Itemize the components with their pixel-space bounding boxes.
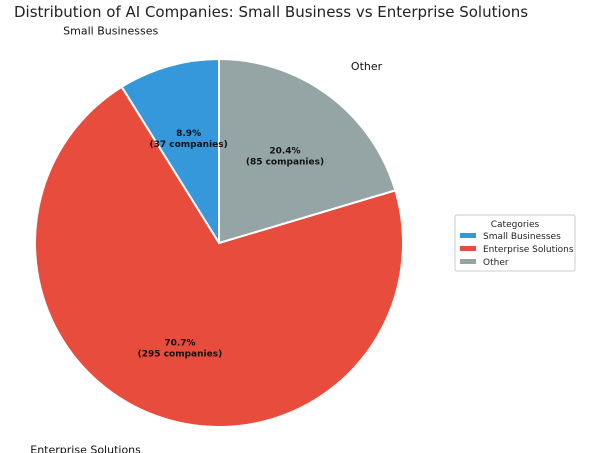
legend: Categories Small Businesses Enterprise So… — [454, 214, 576, 272]
pie-wedges — [34, 57, 404, 428]
slice-count-other: (85 companies) — [246, 157, 324, 167]
slice-percent-other: 20.4% — [269, 146, 300, 156]
slice-percent-enterprise-solutions: 70.7% — [164, 338, 195, 348]
pie-slice-small-businesses — [120, 57, 220, 247]
pie-slice-other — [218, 57, 397, 245]
pie-slice-enterprise-solutions — [34, 85, 404, 428]
legend-item-small-businesses: Small Businesses — [483, 232, 561, 242]
slice-label-enterprise-solutions: Enterprise Solutions — [30, 444, 141, 453]
chart-title: Distribution of AI Companies: Small Busi… — [14, 3, 528, 21]
legend-swatch-other — [460, 259, 476, 264]
slice-label-small-businesses: Small Businesses — [63, 25, 158, 38]
legend-box — [454, 214, 576, 272]
legend-swatch-small-businesses — [460, 233, 476, 238]
legend-title: Categories — [491, 220, 540, 230]
slice-count-enterprise-solutions: (295 companies) — [138, 349, 223, 359]
slice-count-small-businesses: (37 companies) — [149, 140, 227, 150]
slice-percent-small-businesses: 8.9% — [176, 129, 201, 139]
pie-labels: Small Businesses 8.9%(37 companies) Enterp… — [30, 25, 382, 453]
legend-item-enterprise-solutions: Enterprise Solutions — [483, 245, 574, 255]
legend-swatch-enterprise-solutions — [460, 246, 476, 251]
legend-item-other: Other — [483, 258, 509, 268]
slice-label-other: Other — [351, 60, 383, 73]
